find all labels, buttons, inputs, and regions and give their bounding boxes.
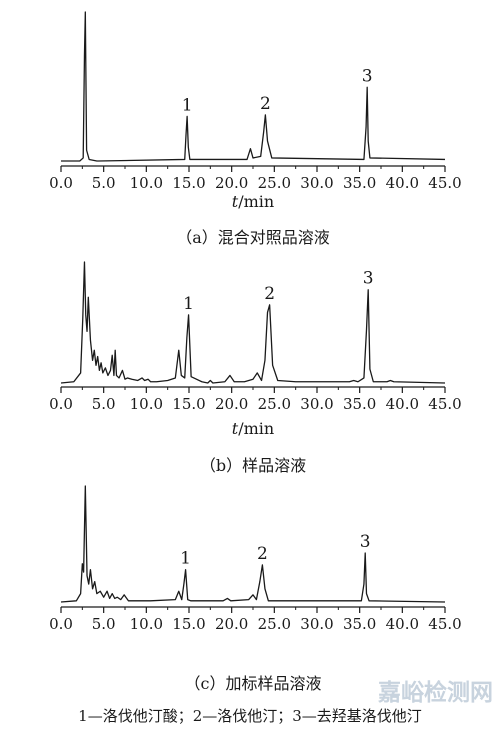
panel-a-caption: （a）混合对照品溶液 — [176, 228, 330, 247]
panel-a-peak-label-1: 1 — [182, 95, 193, 115]
panel-c-x-tick-label: 20.0 — [215, 615, 248, 633]
panel-a-x-axis-unit: /min — [238, 192, 274, 211]
panel-b-tick-labels: 0.0 5.0 10.0 15.0 20.0 25.0 30.0 35.0 40.0 45.0 — [49, 395, 462, 413]
panel-c-x-tick-label: 0.0 — [49, 615, 73, 633]
panel-a-x-tick-label: 20.0 — [215, 174, 248, 192]
panel-c-x-tick-label: 5.0 — [92, 615, 116, 633]
panel-c-ticks — [60, 607, 446, 613]
panel-c-traces — [60, 485, 446, 603]
panel-b-chromatogram-line — [60, 261, 446, 384]
panel-a-x-tick-label: 45.0 — [428, 174, 461, 192]
panel-a-x-tick-label: 15.0 — [172, 174, 205, 192]
panel-c: 0.0 5.0 10.0 15.0 20.0 25.0 30.0 35.0 40.0 45.0 1… — [49, 485, 462, 693]
panel-a: 0.0 5.0 10.0 15.0 20.0 25.0 30.0 35.0 40.0 45.0 1… — [49, 11, 462, 247]
panel-b-x-tick-label: 15.0 — [172, 395, 205, 413]
panel-b-x-tick-label: 30.0 — [300, 395, 333, 413]
panel-b-x-axis-var: t — [232, 419, 239, 438]
panel-c-peak-label-1: 1 — [180, 549, 191, 569]
panel-a-peak-label-3: 3 — [362, 66, 373, 86]
panel-b-x-tick-label: 25.0 — [258, 395, 291, 413]
panel-c-x-tick-label: 25.0 — [258, 615, 291, 633]
panel-b-caption: （b）样品溶液 — [200, 456, 306, 475]
panel-b-x-axis-unit: /min — [238, 419, 274, 438]
panel-b-x-tick-label: 0.0 — [49, 395, 73, 413]
panel-a-peak-label-2: 2 — [260, 94, 271, 114]
panel-a-x-tick-label: 30.0 — [300, 174, 333, 192]
panel-b-x-axis-title: t/min — [232, 419, 274, 438]
panel-b-ticks — [60, 387, 446, 393]
panel-b-peak-label-1: 1 — [183, 294, 194, 314]
panel-b-peak-label-3: 3 — [363, 269, 374, 289]
panel-a-tick-labels: 0.0 5.0 10.0 15.0 20.0 25.0 30.0 35.0 40.0 45.0 — [49, 174, 462, 192]
panel-a-peak-labels: 1 2 3 — [182, 66, 373, 115]
panel-a-x-tick-label: 25.0 — [258, 174, 291, 192]
panel-b-x-tick-label: 35.0 — [343, 395, 376, 413]
watermark: 嘉峪检测网 — [378, 679, 493, 706]
panel-a-x-tick-label: 0.0 — [49, 174, 73, 192]
legend-text: 1—洛伐他汀酸；2—洛伐他汀；3—去羟基洛伐他汀 — [78, 707, 422, 725]
panel-b-traces — [60, 261, 446, 384]
panel-c-x-tick-label: 30.0 — [300, 615, 333, 633]
panel-a-traces — [61, 11, 446, 162]
panel-b-x-tick-label: 5.0 — [92, 395, 116, 413]
panel-c-x-tick-label: 40.0 — [386, 615, 419, 633]
panel-b-x-tick-label: 40.0 — [386, 395, 419, 413]
panel-a-ticks — [60, 166, 446, 172]
panel-a-x-tick-label: 40.0 — [386, 174, 419, 192]
panel-b: 0.0 5.0 10.0 15.0 20.0 25.0 30.0 35.0 40.0 45.0 1… — [49, 261, 462, 475]
panel-c-tick-labels: 0.0 5.0 10.0 15.0 20.0 25.0 30.0 35.0 40.0 45.0 — [49, 615, 462, 633]
panel-b-x-tick-label: 20.0 — [215, 395, 248, 413]
panel-b-peak-label-2: 2 — [264, 284, 275, 304]
panel-a-chromatogram-line — [61, 11, 446, 162]
panel-c-peak-labels: 1 2 3 — [180, 532, 370, 569]
panel-a-x-tick-label: 35.0 — [343, 174, 376, 192]
panel-c-chromatogram-line — [60, 485, 446, 603]
panel-a-x-axis-title: t/min — [232, 192, 274, 211]
panel-c-x-tick-label: 10.0 — [130, 615, 163, 633]
panel-b-x-tick-label: 10.0 — [130, 395, 163, 413]
panel-c-x-tick-label: 45.0 — [428, 615, 461, 633]
panel-c-caption: （c）加标样品溶液 — [185, 674, 322, 693]
panel-c-peak-label-3: 3 — [360, 532, 371, 552]
panel-c-x-tick-label: 35.0 — [343, 615, 376, 633]
panel-a-x-tick-label: 5.0 — [92, 174, 116, 192]
panel-a-x-axis-var: t — [232, 192, 239, 211]
panel-c-x-tick-label: 15.0 — [172, 615, 205, 633]
panel-a-x-tick-label: 10.0 — [130, 174, 163, 192]
panel-b-peak-labels: 1 2 3 — [183, 269, 373, 314]
panel-c-peak-label-2: 2 — [257, 544, 268, 564]
panel-b-x-tick-label: 45.0 — [428, 395, 461, 413]
